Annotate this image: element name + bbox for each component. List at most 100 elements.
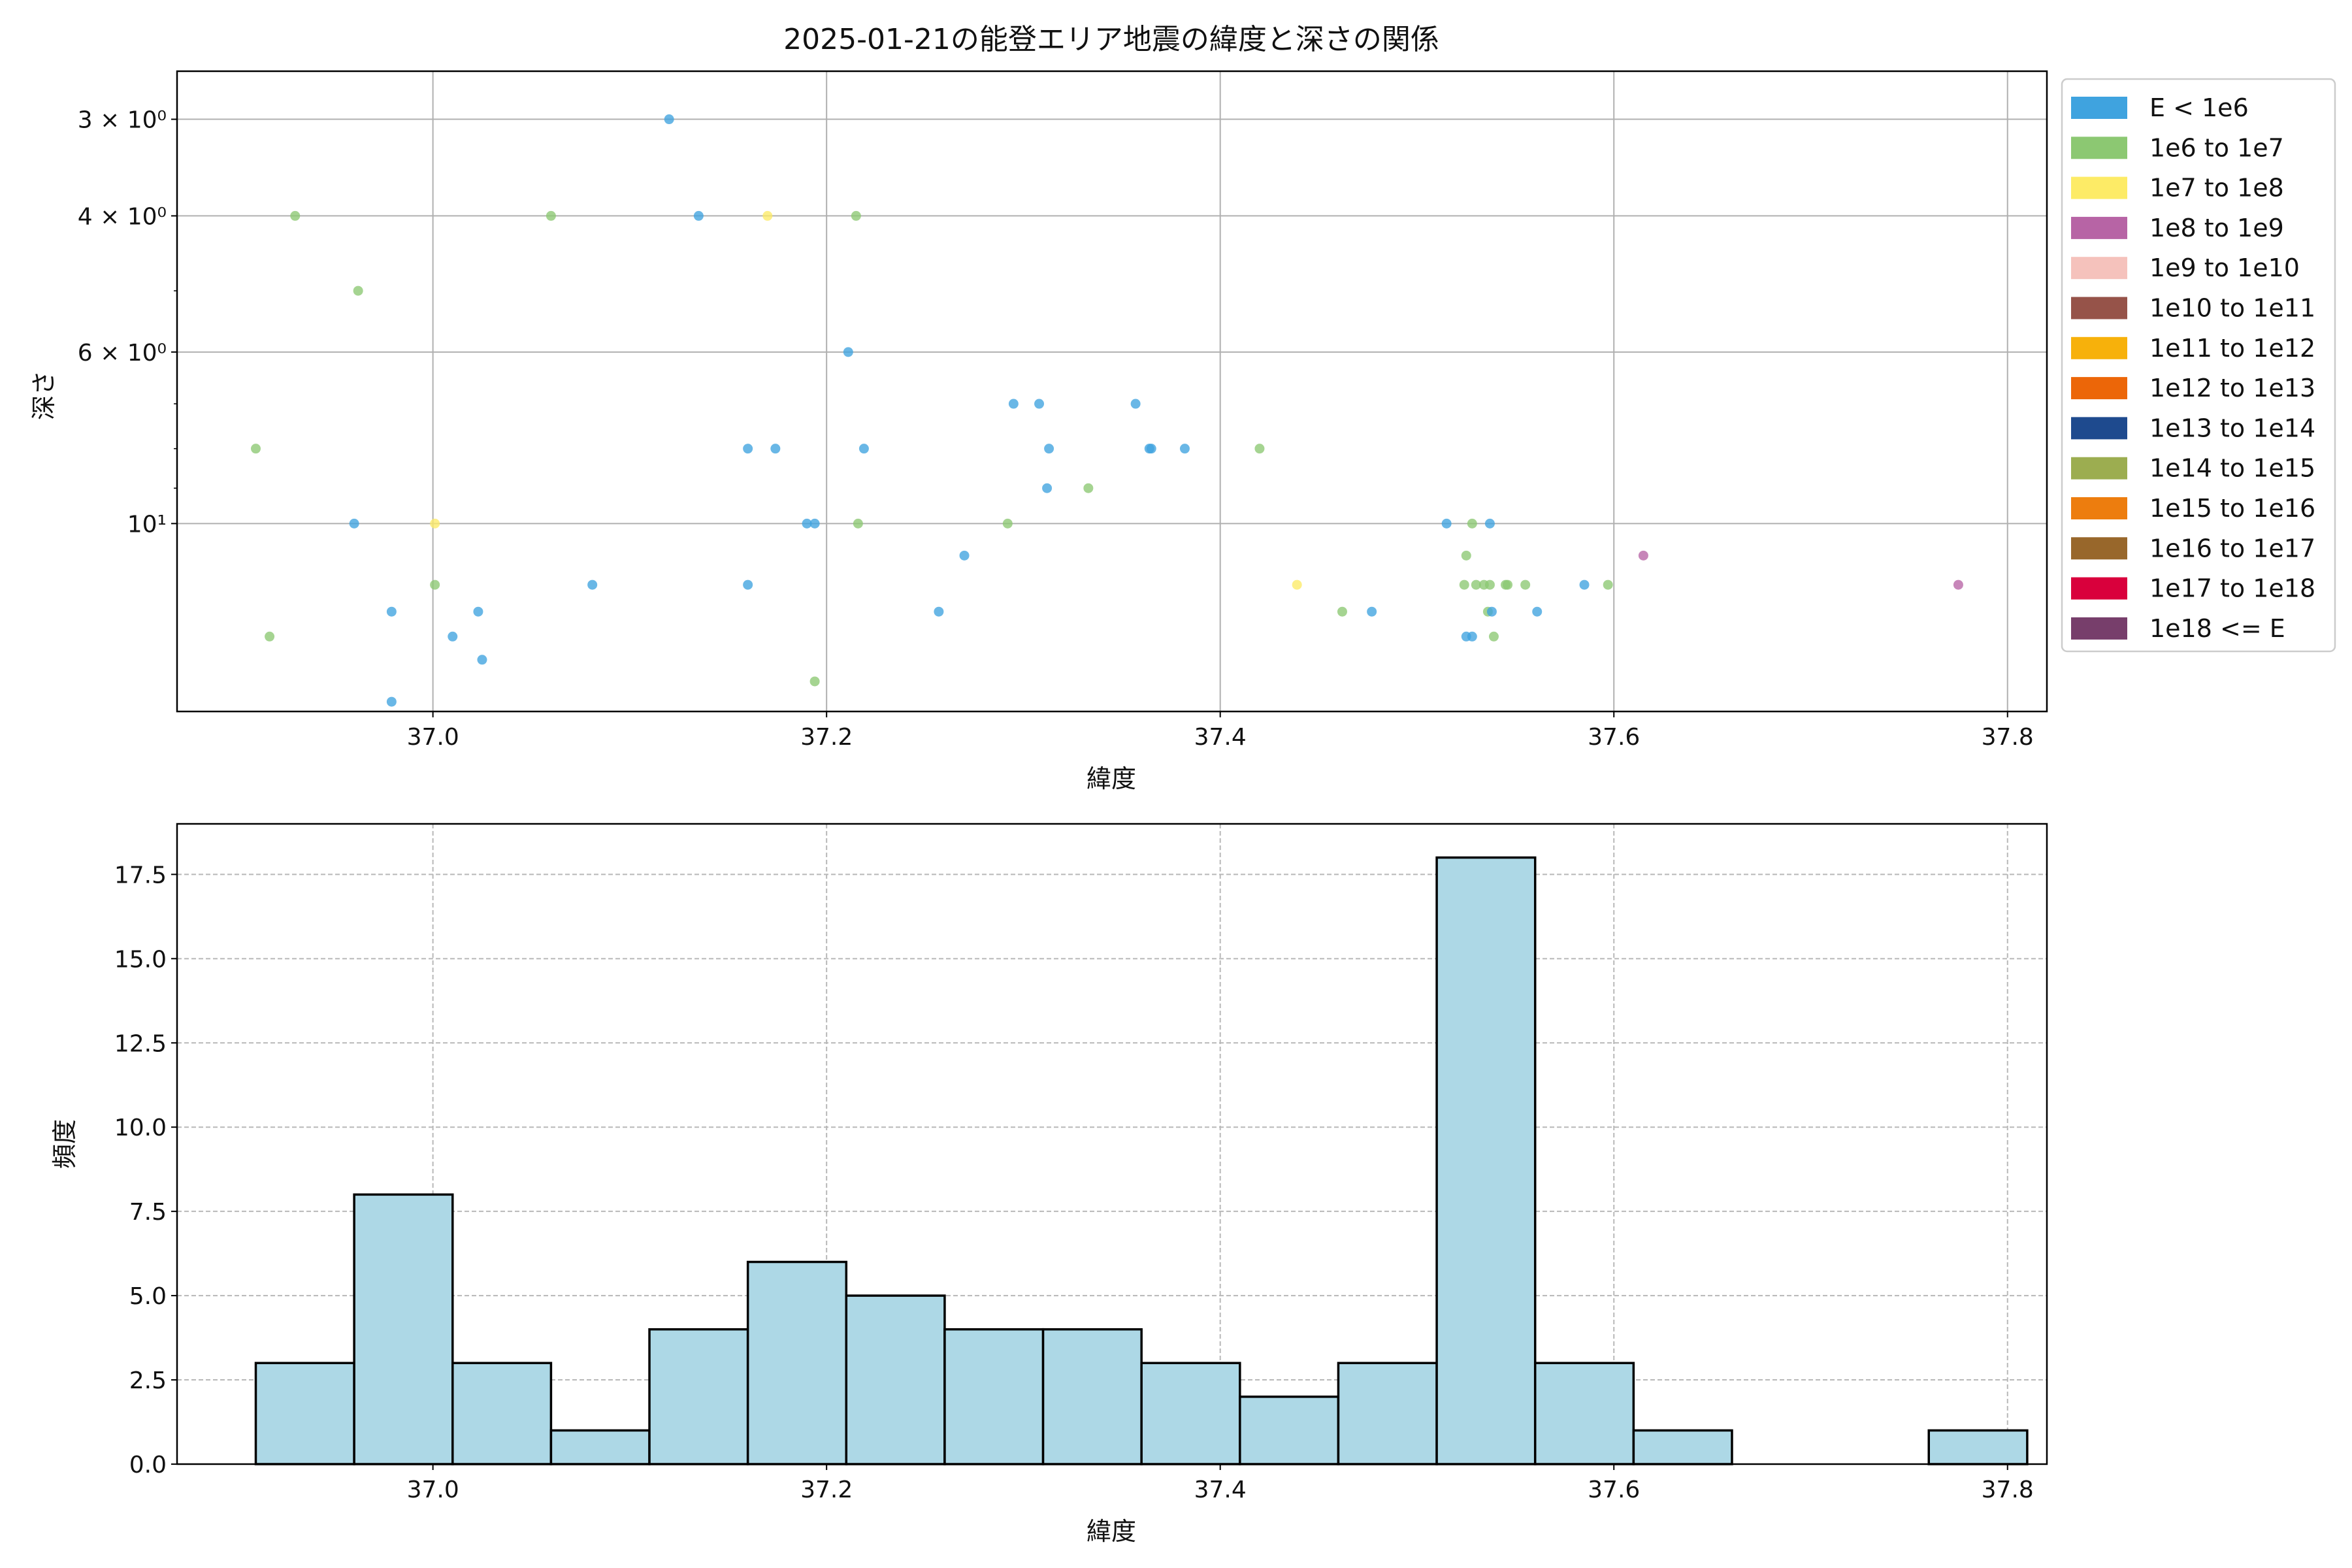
scatter-point: [1520, 580, 1531, 590]
scatter-point: [546, 210, 556, 221]
scatter-point: [1002, 518, 1013, 529]
scatter-point: [1484, 518, 1495, 529]
scatter-point: [448, 631, 458, 642]
legend-swatch: [2071, 297, 2127, 319]
legend-swatch: [2071, 336, 2127, 359]
legend-label: 1e8 to 1e9: [2149, 214, 2284, 242]
scatter-point: [477, 655, 487, 665]
scatter-x-axis-label: 緯度: [1086, 764, 1136, 793]
histogram-y-tick-label: 0.0: [129, 1452, 167, 1478]
scatter-gridlines: [177, 71, 2047, 711]
histogram-bars: [254, 856, 2029, 1465]
scatter-chart: 2025-01-21の能登エリア地震の緯度と深さの関係 37.0 37.2 37.4…: [29, 23, 2336, 793]
scatter-point: [1638, 550, 1648, 561]
histogram-bar: [845, 1294, 946, 1465]
scatter-point: [1467, 631, 1477, 642]
histogram-chart: 37.0 37.2 37.4 37.6 37.8 0.0 2.5 5.0 7.5 10.0 12.…: [50, 823, 2048, 1546]
legend-swatch: [2071, 617, 2127, 640]
legend-label: 1e14 to 1e15: [2149, 454, 2315, 483]
legend-swatch: [2071, 377, 2127, 400]
scatter-point: [770, 444, 781, 454]
scatter-point: [353, 286, 363, 296]
scatter-x-tick-label: 37.8: [1982, 724, 2034, 751]
legend-label: 1e18 <= E: [2149, 614, 2285, 643]
scatter-point: [1503, 580, 1513, 590]
scatter-point: [1459, 580, 1469, 590]
scatter-point: [290, 210, 301, 221]
scatter-point: [1083, 483, 1094, 493]
scatter-y-tick-label: 10¹: [127, 511, 167, 538]
histogram-y-tick-label: 7.5: [129, 1199, 167, 1226]
scatter-point: [664, 114, 674, 125]
scatter-point: [802, 518, 812, 529]
scatter-point: [386, 606, 397, 617]
histogram-x-tick-label: 37.0: [407, 1477, 459, 1503]
legend-swatch: [2071, 97, 2127, 119]
legend-items: E < 1e6 1e6 to 1e7 1e7 to 1e8 1e8 to 1e9 1e9…: [2071, 93, 2315, 643]
legend-label: 1e7 to 1e8: [2149, 174, 2284, 203]
histogram-bar: [1927, 1429, 2029, 1465]
histogram-y-tick-label: 12.5: [114, 1030, 167, 1057]
legend-swatch: [2071, 176, 2127, 199]
scatter-x-ticks: 37.0 37.2 37.4 37.6 37.8: [407, 711, 2034, 751]
scatter-point: [743, 444, 753, 454]
scatter-point: [430, 580, 440, 590]
scatter-x-tick-label: 37.4: [1194, 724, 1247, 751]
scatter-point: [1484, 580, 1495, 590]
scatter-point: [1467, 518, 1477, 529]
histogram-bar: [254, 1362, 355, 1465]
scatter-legend: E < 1e6 1e6 to 1e7 1e7 to 1e8 1e8 to 1e9 1e9…: [2061, 78, 2336, 653]
legend-label: 1e15 to 1e16: [2149, 494, 2315, 523]
scatter-x-tick-label: 37.0: [407, 724, 459, 751]
scatter-point: [762, 210, 773, 221]
scatter-point: [1579, 580, 1590, 590]
scatter-y-tick-label: 6 × 10⁰: [78, 340, 167, 367]
legend-swatch: [2071, 497, 2127, 519]
legend-label: 1e12 to 1e13: [2149, 374, 2315, 402]
histogram-y-ticks: 0.0 2.5 5.0 7.5 10.0 12.5 15.0 17.5: [114, 862, 177, 1478]
histogram-bar: [1435, 856, 1537, 1465]
scatter-point: [1471, 580, 1481, 590]
legend-label: 1e16 to 1e17: [2149, 534, 2315, 563]
histogram-x-tick-label: 37.6: [1588, 1477, 1640, 1503]
histogram-bar: [549, 1429, 651, 1465]
scatter-point: [1146, 444, 1156, 454]
scatter-y-axis-label: 深さ: [29, 370, 58, 420]
histogram-x-ticks: 37.0 37.2 37.4 37.6 37.8: [407, 1464, 2034, 1503]
legend-label: E < 1e6: [2149, 93, 2249, 122]
scatter-point: [1008, 399, 1019, 409]
histogram-x-tick-label: 37.2: [800, 1477, 853, 1503]
scatter-point: [265, 631, 275, 642]
scatter-point: [473, 606, 483, 617]
scatter-point: [1292, 580, 1302, 590]
scatter-point: [587, 580, 598, 590]
scatter-point: [1488, 631, 1499, 642]
scatter-point: [1367, 606, 1377, 617]
scatter-point: [851, 210, 861, 221]
legend-label: 1e6 to 1e7: [2149, 133, 2284, 162]
scatter-title: 2025-01-21の能登エリア地震の緯度と深さの関係: [783, 23, 1439, 56]
histogram-bar: [1533, 1362, 1635, 1465]
scatter-point: [1130, 399, 1141, 409]
scatter-point: [693, 210, 704, 221]
histogram-y-tick-label: 10.0: [114, 1115, 167, 1141]
scatter-point: [1461, 550, 1471, 561]
scatter-point: [809, 518, 820, 529]
scatter-point: [1034, 399, 1045, 409]
legend-label: 1e17 to 1e18: [2149, 574, 2315, 603]
histogram-bar: [648, 1328, 749, 1465]
scatter-x-tick-label: 37.6: [1588, 724, 1640, 751]
legend-swatch: [2071, 577, 2127, 600]
scatter-point: [251, 444, 261, 454]
histogram-y-tick-label: 17.5: [114, 862, 167, 889]
legend-swatch: [2071, 257, 2127, 280]
legend-label: 1e9 to 1e10: [2149, 253, 2300, 282]
histogram-x-tick-label: 37.4: [1194, 1477, 1247, 1503]
histogram-bar: [943, 1328, 1045, 1465]
scatter-plot-frame: [176, 70, 2048, 713]
histogram-bar: [353, 1193, 454, 1465]
legend-swatch: [2071, 216, 2127, 239]
scatter-point: [934, 606, 944, 617]
histogram-x-axis-label: 緯度: [1086, 1517, 1136, 1546]
